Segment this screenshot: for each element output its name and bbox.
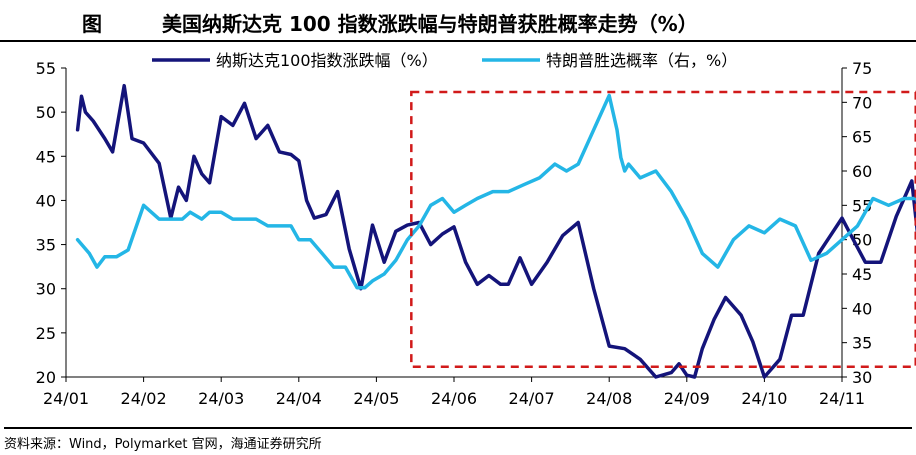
- highlight-box: [410, 90, 916, 368]
- y-right-tick-label: 45: [852, 265, 872, 284]
- x-tick-label: 24/04: [276, 389, 322, 408]
- legend-trump-probability-label: 特朗普胜选概率（右，%）: [546, 51, 737, 70]
- y-left-tick-label: 35: [36, 236, 56, 255]
- x-tick-label: 24/10: [741, 389, 787, 408]
- y-left-tick-label: 40: [36, 191, 56, 210]
- figure-label: 图: [82, 12, 102, 36]
- title-bar: 图 美国纳斯达克 100 指数涨跌幅与特朗普获胜概率走势（%）: [0, 0, 916, 42]
- x-tick-label: 24/08: [586, 389, 632, 408]
- x-tick-label: 24/03: [198, 389, 244, 408]
- y-right-tick-label: 60: [852, 162, 872, 181]
- series-nasdaq-line: [75, 83, 916, 379]
- x-tick-label: 24/11: [819, 389, 865, 408]
- y-right-tick-label: 75: [852, 59, 872, 78]
- x-tick-label: 24/02: [121, 389, 167, 408]
- y-left-tick-label: 25: [36, 324, 56, 343]
- series-trump-probability-line: [75, 93, 916, 290]
- x-tick-label: 24/06: [431, 389, 477, 408]
- chart: 20253035404550553035404550556065707524/0…: [36, 51, 916, 408]
- x-tick-label: 24/05: [353, 389, 399, 408]
- y-left-tick-label: 50: [36, 103, 56, 122]
- y-left-tick-label: 55: [36, 59, 56, 78]
- x-tick-label: 24/01: [43, 389, 89, 408]
- y-right-tick-label: 40: [852, 299, 872, 318]
- x-tick-label: 24/07: [509, 389, 555, 408]
- y-right-tick-label: 65: [852, 128, 872, 147]
- x-tick-label: 24/09: [664, 389, 710, 408]
- y-left-tick-label: 45: [36, 147, 56, 166]
- legend-nasdaq-label: 纳斯达克100指数涨跌幅（%）: [216, 51, 438, 70]
- y-left-tick-label: 30: [36, 280, 56, 299]
- y-right-tick-label: 70: [852, 93, 872, 112]
- y-right-tick-label: 30: [852, 368, 872, 387]
- y-left-tick-label: 20: [36, 368, 56, 387]
- figure-title: 美国纳斯达克 100 指数涨跌幅与特朗普获胜概率走势（%）: [162, 12, 698, 36]
- y-right-tick-label: 35: [852, 334, 872, 353]
- source-note: 资料来源：Wind，Polymarket 官网，海通证券研究所: [4, 427, 912, 452]
